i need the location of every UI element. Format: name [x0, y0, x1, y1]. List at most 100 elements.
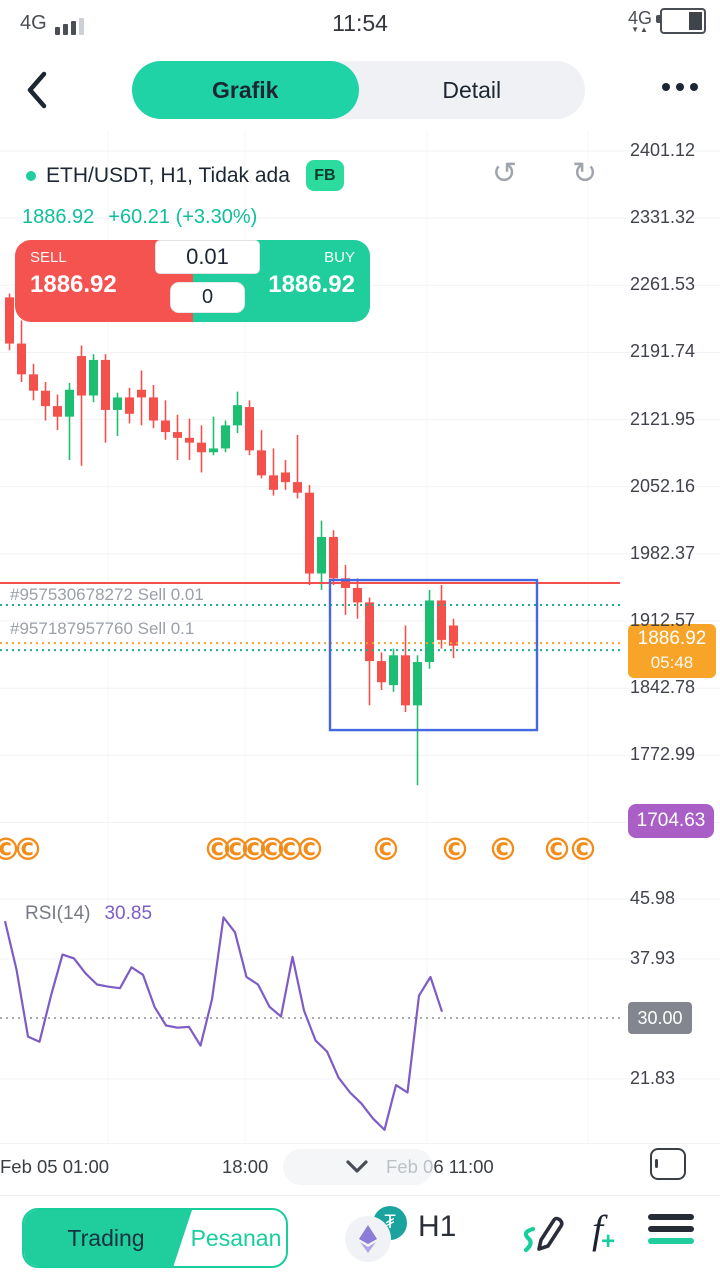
- candle-body: [365, 602, 374, 662]
- undo-icon[interactable]: ↺: [492, 157, 518, 190]
- timeframe-button[interactable]: H1: [418, 1210, 457, 1243]
- rsi-value: 30.85: [104, 903, 153, 924]
- time-axis[interactable]: Feb 05 01:00 18:00 Feb 06 11:00: [0, 1143, 720, 1196]
- copy-trade-marker-icon[interactable]: ©: [275, 832, 306, 868]
- carrier-label: 4G: [20, 12, 47, 34]
- drawing-rectangle[interactable]: [328, 578, 539, 732]
- copy-trade-marker-icon[interactable]: ©: [295, 832, 326, 868]
- symbol-icon[interactable]: ₮: [345, 1206, 409, 1264]
- panel-toggle-icon[interactable]: [650, 1148, 686, 1180]
- copy-trade-marker-icon[interactable]: ©: [488, 832, 519, 868]
- sell-label: SELL: [30, 249, 67, 266]
- tab-detail[interactable]: Detail: [442, 76, 502, 103]
- copy-trade-marker-icon[interactable]: ©: [203, 832, 234, 868]
- tab-trading[interactable]: Trading: [67, 1225, 145, 1251]
- chart-legend[interactable]: ETH/USDT, H1, Tidak ada FB: [26, 160, 344, 191]
- redo-icon[interactable]: ↻: [572, 157, 598, 190]
- candle-body: [401, 655, 410, 706]
- candle-body: [101, 359, 110, 410]
- fb-badge: FB: [305, 160, 344, 191]
- low-price-badge: 1704.63: [628, 804, 714, 838]
- sell-price: 1886.92: [30, 271, 117, 298]
- tab-pesanan[interactable]: Pesanan: [190, 1225, 282, 1251]
- candle-body: [425, 600, 434, 663]
- axis-tick-label: 2052.16: [630, 475, 696, 496]
- back-icon[interactable]: [22, 70, 52, 110]
- copy-trade-marker-icon[interactable]: ©: [13, 832, 44, 868]
- candle-body: [449, 625, 458, 646]
- order-line-label[interactable]: #957187957760 Sell 0.1: [10, 619, 195, 638]
- amount-input[interactable]: 0.01: [155, 240, 260, 274]
- candle-body: [209, 448, 218, 453]
- candle-body: [17, 343, 26, 375]
- candle-body: [161, 420, 170, 433]
- buy-label: BUY: [324, 249, 355, 266]
- time-tick: Feb 06 11:00: [386, 1156, 494, 1177]
- more-menu-icon[interactable]: [662, 83, 698, 91]
- indicator-add-icon[interactable]: f+: [592, 1207, 616, 1255]
- candle-body: [53, 406, 62, 417]
- quote-row: 1886.92 +60.21 (+3.30%): [22, 206, 257, 229]
- candle-body: [137, 389, 146, 398]
- copy-trade-marker-icon[interactable]: ©: [221, 832, 252, 868]
- candle-body: [173, 432, 182, 438]
- copy-trade-marker-icon[interactable]: ©: [371, 832, 402, 868]
- candle-body: [305, 492, 314, 574]
- axis-tick-label: 2121.95: [630, 408, 696, 429]
- axis-tick-label: 2331.32: [630, 207, 696, 228]
- nav-bar: Grafik Detail: [0, 50, 720, 130]
- time-tick: Feb 05 01:00: [0, 1156, 110, 1177]
- candle-body: [437, 600, 446, 640]
- candle-body: [377, 661, 386, 683]
- copy-trade-marker-icon[interactable]: ©: [568, 832, 599, 868]
- status-bar: 4G 11:54 4G ▼▲: [0, 0, 720, 50]
- menu-icon[interactable]: [648, 1214, 694, 1244]
- copy-trade-marker-icon[interactable]: ©: [0, 832, 22, 868]
- rsi-label: RSI(14): [25, 903, 91, 924]
- bottom-toolbar: Trading Pesanan ₮ H1 f+: [0, 1195, 720, 1280]
- candle-body: [389, 655, 398, 686]
- battery-icon: [656, 8, 706, 34]
- axis-tick-label: 1982.37: [630, 542, 696, 563]
- eth-coin-icon: [345, 1216, 391, 1262]
- axis-tick-label: 37.93: [630, 947, 676, 968]
- axis-tick-label: 2191.74: [630, 341, 696, 362]
- axis-tick-label: 45.98: [630, 887, 676, 908]
- copy-trade-marker-icon[interactable]: ©: [257, 832, 288, 868]
- tab-grafik[interactable]: Grafik: [132, 61, 359, 119]
- draw-tool-icon[interactable]: [516, 1210, 566, 1260]
- candle-body: [65, 389, 74, 417]
- candle-body: [125, 397, 134, 414]
- timeline-collapse-pill[interactable]: [283, 1149, 433, 1185]
- last-price-badge: 1886.92 05:48: [628, 624, 716, 678]
- copy-trade-marker-icon[interactable]: ©: [239, 832, 270, 868]
- candle-body: [257, 450, 266, 476]
- buy-price: 1886.92: [268, 271, 355, 298]
- candle-body: [269, 475, 278, 490]
- switch-active-segment: [24, 1210, 192, 1266]
- clock: 11:54: [332, 10, 388, 36]
- network-arrows-icon: ▼▲: [631, 24, 649, 34]
- network-type-icon: 4G ▼▲: [627, 7, 652, 34]
- candle-body: [29, 374, 38, 391]
- axis-tick-label: 1912.57: [630, 610, 696, 631]
- candle-body: [89, 359, 98, 396]
- deviation-input[interactable]: 0: [170, 282, 245, 313]
- status-dot-icon: [26, 170, 36, 181]
- rsi-header[interactable]: RSI(14) 30.85: [25, 903, 152, 925]
- candle-body: [293, 482, 302, 493]
- candle-body: [41, 390, 50, 407]
- symbol-title: ETH/USDT, H1, Tidak ada: [46, 163, 290, 187]
- axis-tick-label: 2261.53: [630, 274, 696, 295]
- rsi-level-badge: 30.00: [628, 1002, 692, 1034]
- order-line-label[interactable]: #957530678272 Sell 0.01: [10, 585, 204, 604]
- copy-trade-marker-icon[interactable]: ©: [542, 832, 573, 868]
- candle-body: [113, 397, 122, 410]
- trading-pesanan-switch: Trading Pesanan: [22, 1208, 288, 1268]
- copy-trade-marker-icon[interactable]: ©: [440, 832, 471, 868]
- candle-body: [233, 405, 242, 426]
- candle-body: [197, 442, 206, 453]
- time-tick: 18:00: [222, 1156, 269, 1177]
- signal-strength-icon: [54, 17, 84, 35]
